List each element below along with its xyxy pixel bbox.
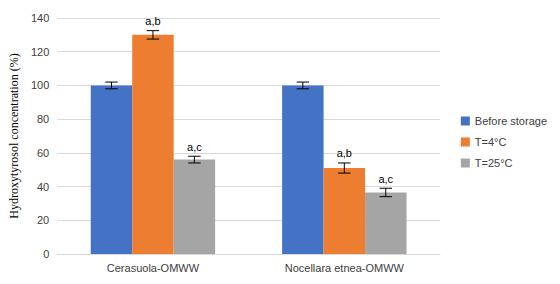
svg-text:a,c: a,c xyxy=(187,141,202,153)
svg-text:60: 60 xyxy=(37,147,49,159)
svg-text:20: 20 xyxy=(37,214,49,226)
svg-text:Before storage: Before storage xyxy=(475,115,547,127)
svg-text:Hydroxytyrosol concentration (: Hydroxytyrosol concentration (%) xyxy=(7,53,21,218)
svg-text:a,c: a,c xyxy=(378,173,393,185)
svg-text:Nocellara etnea-OMWW: Nocellara etnea-OMWW xyxy=(285,262,405,274)
svg-text:0: 0 xyxy=(43,248,49,260)
svg-text:140: 140 xyxy=(31,12,49,24)
svg-text:80: 80 xyxy=(37,113,49,125)
svg-text:40: 40 xyxy=(37,181,49,193)
svg-text:120: 120 xyxy=(31,46,49,58)
svg-text:Cerasuola-OMWW: Cerasuola-OMWW xyxy=(107,262,200,274)
svg-text:T=4°C: T=4°C xyxy=(475,136,507,148)
svg-text:a,b: a,b xyxy=(145,15,160,27)
svg-text:a,b: a,b xyxy=(337,147,352,159)
svg-text:T=25°C: T=25°C xyxy=(475,157,513,169)
svg-text:100: 100 xyxy=(31,79,49,91)
